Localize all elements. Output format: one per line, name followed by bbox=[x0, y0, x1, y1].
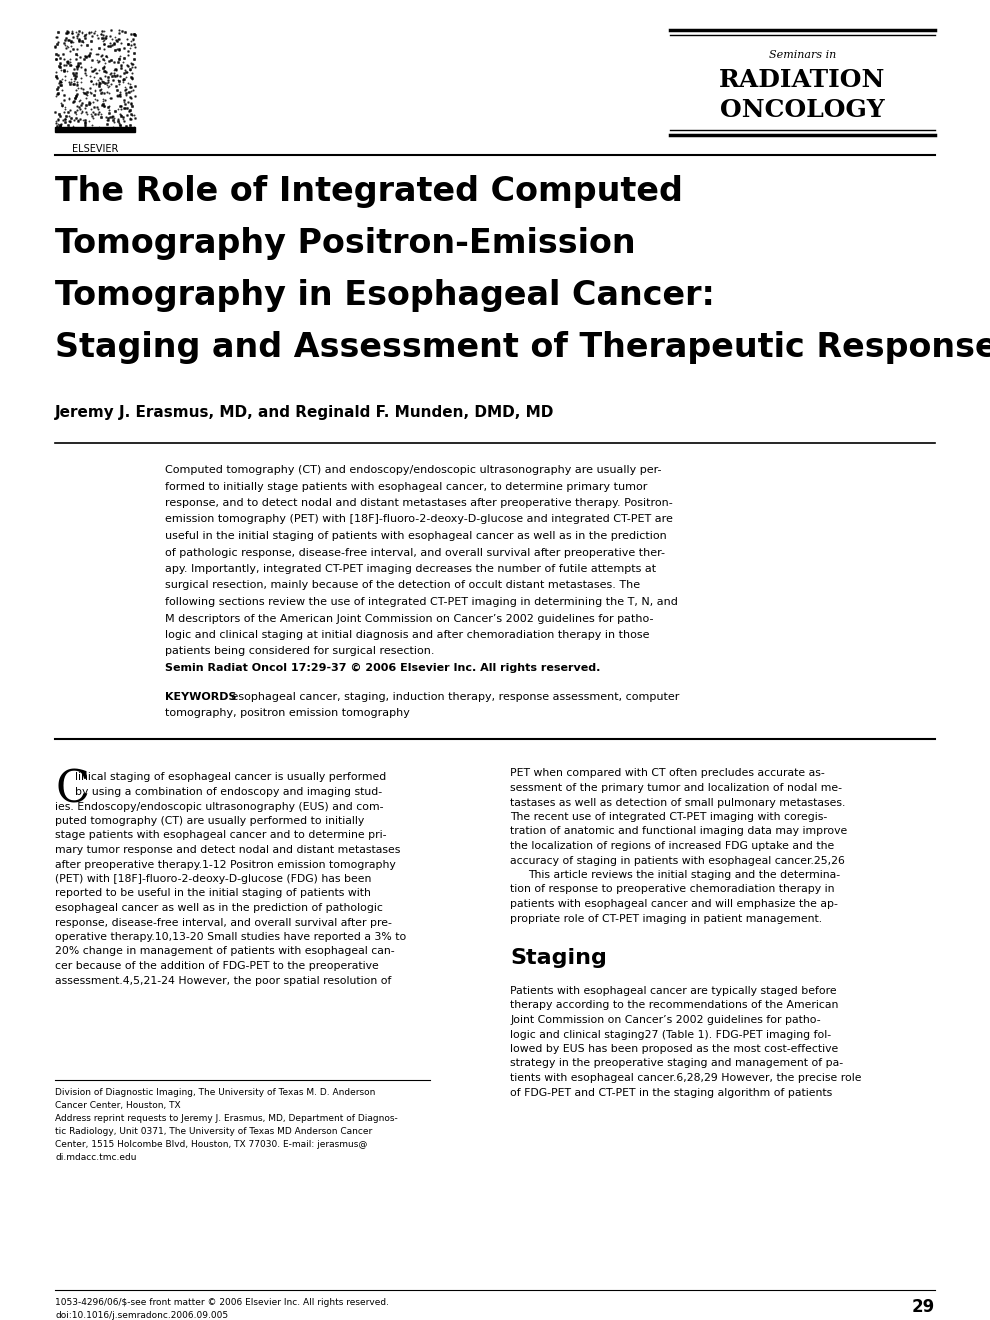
Text: useful in the initial staging of patients with esophageal cancer as well as in t: useful in the initial staging of patient… bbox=[165, 531, 666, 541]
Text: Patients with esophageal cancer are typically staged before: Patients with esophageal cancer are typi… bbox=[510, 986, 837, 997]
Text: ELSEVIER: ELSEVIER bbox=[72, 144, 118, 154]
Text: (PET) with [18F]-fluoro-2-deoxy-D-glucose (FDG) has been: (PET) with [18F]-fluoro-2-deoxy-D-glucos… bbox=[55, 874, 371, 884]
Text: Staging: Staging bbox=[510, 948, 607, 968]
Text: Tomography in Esophageal Cancer:: Tomography in Esophageal Cancer: bbox=[55, 279, 715, 312]
Text: C: C bbox=[55, 768, 89, 812]
Text: Semin Radiat Oncol 17:29-37 © 2006 Elsevier Inc. All rights reserved.: Semin Radiat Oncol 17:29-37 © 2006 Elsev… bbox=[165, 663, 600, 673]
Text: after preoperative therapy.1-12 Positron emission tomography: after preoperative therapy.1-12 Positron… bbox=[55, 859, 396, 870]
Text: by using a combination of endoscopy and imaging stud-: by using a combination of endoscopy and … bbox=[75, 787, 382, 797]
Text: 20% change in management of patients with esophageal can-: 20% change in management of patients wit… bbox=[55, 946, 395, 957]
Text: tion of response to preoperative chemoradiation therapy in: tion of response to preoperative chemora… bbox=[510, 884, 835, 895]
Text: This article reviews the initial staging and the determina-: This article reviews the initial staging… bbox=[528, 870, 841, 880]
Text: cer because of the addition of FDG-PET to the preoperative: cer because of the addition of FDG-PET t… bbox=[55, 961, 379, 972]
Text: response, disease-free interval, and overall survival after pre-: response, disease-free interval, and ove… bbox=[55, 917, 392, 928]
Text: ies. Endoscopy/endoscopic ultrasonography (EUS) and com-: ies. Endoscopy/endoscopic ultrasonograph… bbox=[55, 801, 383, 812]
Text: linical staging of esophageal cancer is usually performed: linical staging of esophageal cancer is … bbox=[75, 772, 386, 783]
Text: tomography, positron emission tomography: tomography, positron emission tomography bbox=[165, 708, 410, 718]
Text: formed to initially stage patients with esophageal cancer, to determine primary : formed to initially stage patients with … bbox=[165, 482, 647, 491]
Text: reported to be useful in the initial staging of patients with: reported to be useful in the initial sta… bbox=[55, 888, 371, 899]
Text: Division of Diagnostic Imaging, The University of Texas M. D. Anderson: Division of Diagnostic Imaging, The Univ… bbox=[55, 1088, 375, 1097]
Text: 1053-4296/06/$-see front matter © 2006 Elsevier Inc. All rights reserved.: 1053-4296/06/$-see front matter © 2006 E… bbox=[55, 1298, 389, 1307]
Text: following sections review the use of integrated CT-PET imaging in determining th: following sections review the use of int… bbox=[165, 597, 678, 607]
Text: KEYWORDS: KEYWORDS bbox=[165, 692, 237, 701]
Text: Computed tomography (CT) and endoscopy/endoscopic ultrasonography are usually pe: Computed tomography (CT) and endoscopy/e… bbox=[165, 465, 661, 475]
Text: sessment of the primary tumor and localization of nodal me-: sessment of the primary tumor and locali… bbox=[510, 783, 842, 793]
Text: tients with esophageal cancer.6,28,29 However, the precise role: tients with esophageal cancer.6,28,29 Ho… bbox=[510, 1073, 861, 1082]
Text: stage patients with esophageal cancer and to determine pri-: stage patients with esophageal cancer an… bbox=[55, 830, 386, 841]
Text: di.mdacc.tmc.edu: di.mdacc.tmc.edu bbox=[55, 1152, 137, 1162]
Text: propriate role of CT-PET imaging in patient management.: propriate role of CT-PET imaging in pati… bbox=[510, 913, 822, 924]
Text: the localization of regions of increased FDG uptake and the: the localization of regions of increased… bbox=[510, 841, 835, 851]
Text: patients with esophageal cancer and will emphasize the ap-: patients with esophageal cancer and will… bbox=[510, 899, 838, 909]
Text: assessment.4,5,21-24 However, the poor spatial resolution of: assessment.4,5,21-24 However, the poor s… bbox=[55, 975, 391, 986]
Text: 29: 29 bbox=[912, 1298, 935, 1316]
Text: tration of anatomic and functional imaging data may improve: tration of anatomic and functional imagi… bbox=[510, 826, 847, 837]
Text: ONCOLOGY: ONCOLOGY bbox=[720, 98, 885, 121]
Text: operative therapy.10,13-20 Small studies have reported a 3% to: operative therapy.10,13-20 Small studies… bbox=[55, 932, 406, 942]
Text: The recent use of integrated CT-PET imaging with coregis-: The recent use of integrated CT-PET imag… bbox=[510, 812, 828, 822]
Text: Center, 1515 Holcombe Blvd, Houston, TX 77030. E-mail: jerasmus@: Center, 1515 Holcombe Blvd, Houston, TX … bbox=[55, 1140, 367, 1148]
Text: RADIATION: RADIATION bbox=[720, 69, 886, 92]
Text: therapy according to the recommendations of the American: therapy according to the recommendations… bbox=[510, 1001, 839, 1011]
Text: M descriptors of the American Joint Commission on Cancer’s 2002 guidelines for p: M descriptors of the American Joint Comm… bbox=[165, 614, 653, 623]
Text: Cancer Center, Houston, TX: Cancer Center, Houston, TX bbox=[55, 1101, 180, 1110]
Text: Joint Commission on Cancer’s 2002 guidelines for patho-: Joint Commission on Cancer’s 2002 guidel… bbox=[510, 1015, 821, 1026]
Text: patients being considered for surgical resection.: patients being considered for surgical r… bbox=[165, 647, 435, 656]
Text: strategy in the preoperative staging and management of pa-: strategy in the preoperative staging and… bbox=[510, 1059, 843, 1068]
Text: surgical resection, mainly because of the detection of occult distant metastases: surgical resection, mainly because of th… bbox=[165, 581, 641, 590]
Text: accuracy of staging in patients with esophageal cancer.25,26: accuracy of staging in patients with eso… bbox=[510, 855, 844, 866]
Text: doi:10.1016/j.semradonc.2006.09.005: doi:10.1016/j.semradonc.2006.09.005 bbox=[55, 1311, 228, 1320]
Text: Seminars in: Seminars in bbox=[769, 50, 837, 59]
Text: esophageal cancer, staging, induction therapy, response assessment, computer: esophageal cancer, staging, induction th… bbox=[228, 692, 679, 701]
Text: Address reprint requests to Jeremy J. Erasmus, MD, Department of Diagnos-: Address reprint requests to Jeremy J. Er… bbox=[55, 1114, 398, 1123]
Text: of pathologic response, disease-free interval, and overall survival after preope: of pathologic response, disease-free int… bbox=[165, 548, 665, 557]
Bar bbox=[55, 127, 135, 132]
Text: lowed by EUS has been proposed as the most cost-effective: lowed by EUS has been proposed as the mo… bbox=[510, 1044, 839, 1053]
Text: puted tomography (CT) are usually performed to initially: puted tomography (CT) are usually perfor… bbox=[55, 816, 364, 826]
Text: PET when compared with CT often precludes accurate as-: PET when compared with CT often preclude… bbox=[510, 768, 825, 779]
Text: emission tomography (PET) with [18F]-fluoro-2-deoxy-D-glucose and integrated CT-: emission tomography (PET) with [18F]-flu… bbox=[165, 515, 673, 524]
Text: logic and clinical staging at initial diagnosis and after chemoradiation therapy: logic and clinical staging at initial di… bbox=[165, 630, 649, 640]
Text: Tomography Positron-Emission: Tomography Positron-Emission bbox=[55, 227, 636, 260]
Text: tic Radiology, Unit 0371, The University of Texas MD Anderson Cancer: tic Radiology, Unit 0371, The University… bbox=[55, 1127, 372, 1137]
Text: esophageal cancer as well as in the prediction of pathologic: esophageal cancer as well as in the pred… bbox=[55, 903, 383, 913]
Text: Jeremy J. Erasmus, MD, and Reginald F. Munden, DMD, MD: Jeremy J. Erasmus, MD, and Reginald F. M… bbox=[55, 405, 554, 420]
Text: logic and clinical staging27 (Table 1). FDG-PET imaging fol-: logic and clinical staging27 (Table 1). … bbox=[510, 1030, 832, 1040]
Text: response, and to detect nodal and distant metastases after preoperative therapy.: response, and to detect nodal and distan… bbox=[165, 498, 673, 508]
Text: of FDG-PET and CT-PET in the staging algorithm of patients: of FDG-PET and CT-PET in the staging alg… bbox=[510, 1088, 833, 1097]
Text: The Role of Integrated Computed: The Role of Integrated Computed bbox=[55, 176, 683, 209]
Text: Staging and Assessment of Therapeutic Response: Staging and Assessment of Therapeutic Re… bbox=[55, 331, 990, 364]
Text: apy. Importantly, integrated CT-PET imaging decreases the number of futile attem: apy. Importantly, integrated CT-PET imag… bbox=[165, 564, 656, 574]
Text: mary tumor response and detect nodal and distant metastases: mary tumor response and detect nodal and… bbox=[55, 845, 400, 855]
Text: tastases as well as detection of small pulmonary metastases.: tastases as well as detection of small p… bbox=[510, 797, 845, 808]
